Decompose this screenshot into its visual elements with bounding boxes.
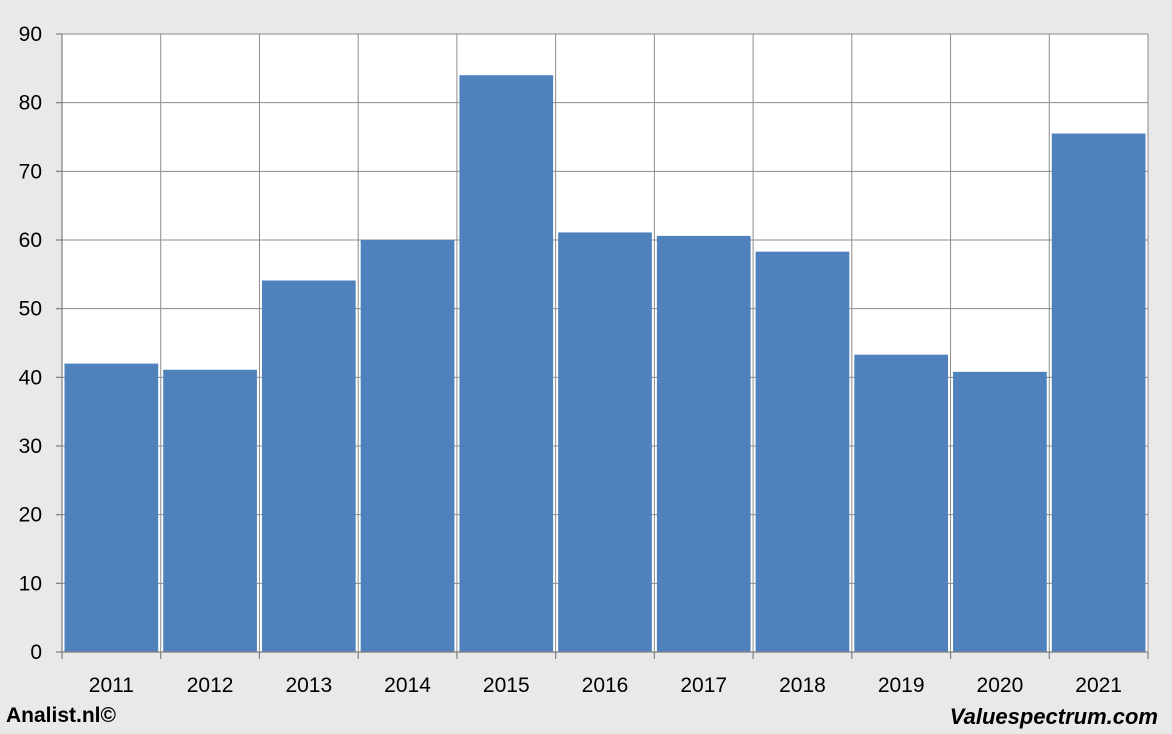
bar-2016 xyxy=(558,232,652,653)
bar-chart: 0 10 20 30 40 50 60 70 80 90 2011 2012 2013 2014 2015… xyxy=(19,23,1149,697)
y-tick-label: 40 xyxy=(19,366,42,389)
y-tick-label: 20 xyxy=(19,504,42,527)
y-tick-labels: 0 10 20 30 40 50 60 70 80 90 xyxy=(19,23,42,664)
bar-2011 xyxy=(64,363,159,652)
bar-2013 xyxy=(261,280,356,652)
x-tick-label: 2015 xyxy=(483,674,530,697)
y-tick-label: 50 xyxy=(19,298,42,321)
y-tick-label: 0 xyxy=(30,641,42,664)
bar-2020 xyxy=(953,371,1047,652)
x-tick-label: 2018 xyxy=(779,674,826,697)
bar-2017 xyxy=(656,235,751,652)
analist-credit: Analist.nl© xyxy=(6,704,116,727)
y-tick-label: 80 xyxy=(19,92,42,115)
bar-2014 xyxy=(360,240,455,652)
bar-2015 xyxy=(459,75,554,652)
x-tick-label: 2021 xyxy=(1075,674,1122,697)
bar-2018 xyxy=(755,251,850,652)
x-tick-labels: 2011 2012 2013 2014 2015 2016 2017 2018 2019 2020… xyxy=(89,674,1122,697)
x-tick-label: 2011 xyxy=(89,674,134,697)
x-tick-label: 2017 xyxy=(680,674,727,697)
bars xyxy=(64,75,1146,653)
y-tick-label: 10 xyxy=(19,572,42,595)
bar-2019 xyxy=(854,354,949,652)
bar-2012 xyxy=(163,369,257,652)
x-tick-label: 2020 xyxy=(977,674,1024,697)
valuespectrum-credit: Valuespectrum.com xyxy=(949,704,1158,729)
x-tick-label: 2013 xyxy=(285,674,332,697)
x-tick-label: 2016 xyxy=(582,674,629,697)
y-tick-label: 70 xyxy=(19,160,42,183)
bar-2021 xyxy=(1051,133,1146,653)
x-tick-label: 2014 xyxy=(384,674,431,697)
y-tick-label: 30 xyxy=(19,435,42,458)
x-tick-label: 2012 xyxy=(187,674,234,697)
y-tick-label: 90 xyxy=(19,23,42,46)
x-tick-label: 2019 xyxy=(878,674,925,697)
axes xyxy=(56,33,1149,659)
y-tick-label: 60 xyxy=(19,229,42,252)
